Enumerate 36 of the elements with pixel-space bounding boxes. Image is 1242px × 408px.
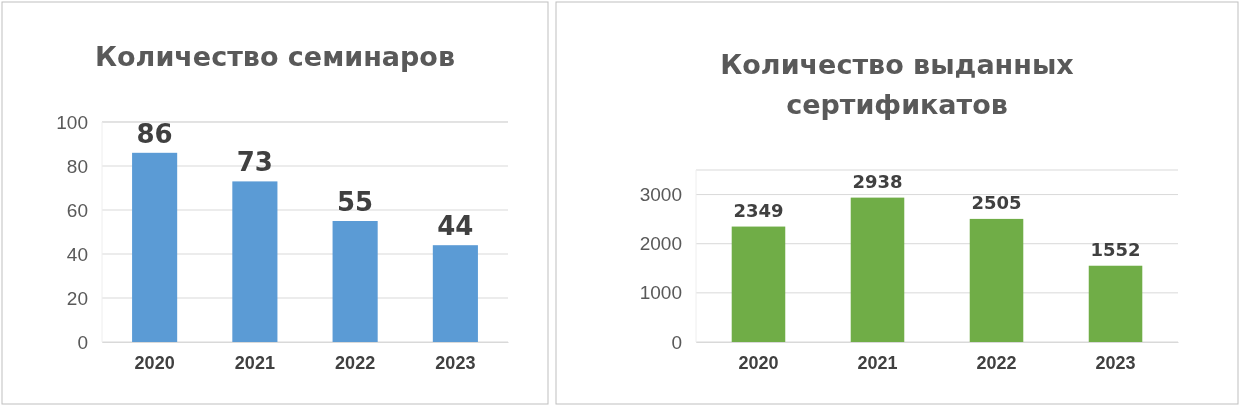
- data-label: 55: [337, 187, 374, 217]
- data-label: 2938: [852, 170, 903, 192]
- y-tick-label: 40: [66, 243, 88, 265]
- y-tick-label: 100: [56, 111, 88, 133]
- data-label: 73: [236, 147, 273, 178]
- bar: [969, 218, 1024, 342]
- bar: [132, 152, 178, 342]
- bar: [332, 221, 378, 342]
- x-tick-label: 2020: [134, 352, 175, 373]
- x-tick-label: 2021: [234, 352, 275, 373]
- chart-title: Количество выданных сертификатов: [720, 49, 1074, 120]
- x-tick-label: 2022: [335, 352, 376, 373]
- data-label: 1552: [1090, 238, 1141, 260]
- y-tick-label: 0: [671, 331, 682, 353]
- x-tick-label: 2021: [857, 352, 898, 373]
- x-tick-label: 2023: [1095, 352, 1136, 373]
- bar: [1088, 265, 1143, 342]
- y-tick-label: 2000: [639, 233, 682, 255]
- data-label: 86: [136, 118, 173, 149]
- y-tick-label: 0: [77, 331, 88, 353]
- x-tick-label: 2022: [976, 352, 1017, 373]
- bar: [232, 181, 278, 342]
- data-label: 2505: [971, 191, 1022, 213]
- y-tick-label: 1000: [639, 282, 682, 304]
- bar: [731, 226, 786, 342]
- y-tick-label: 3000: [639, 184, 682, 206]
- bar: [850, 197, 905, 342]
- y-tick-label: 60: [66, 199, 88, 221]
- x-tick-label: 2023: [435, 352, 476, 373]
- chart-title: Количество семинаров: [95, 41, 455, 72]
- y-tick-label: 20: [66, 287, 88, 309]
- data-label: 2349: [733, 199, 784, 221]
- bar: [432, 245, 478, 342]
- y-tick-label: 80: [66, 155, 88, 177]
- data-label: 44: [437, 211, 474, 242]
- x-tick-label: 2020: [738, 352, 779, 373]
